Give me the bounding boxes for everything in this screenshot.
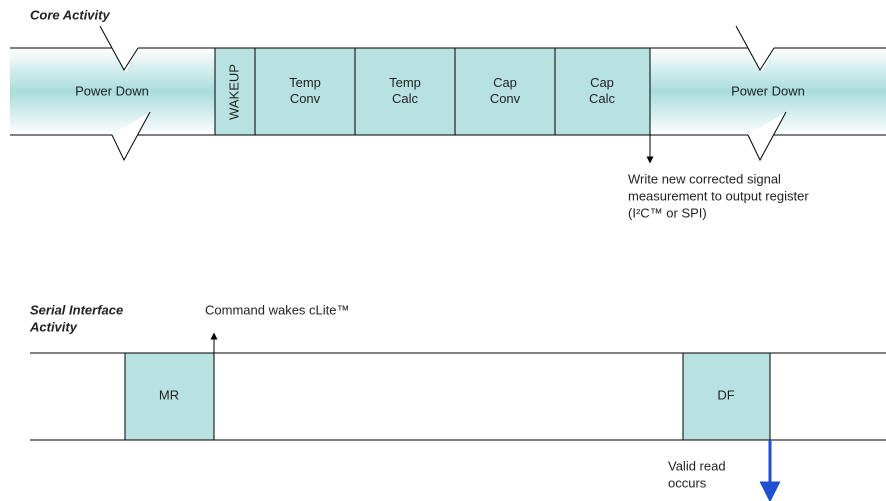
power-down-band bbox=[650, 48, 886, 135]
core-block-label: Power Down bbox=[731, 83, 805, 98]
core-block-label: Power Down bbox=[75, 83, 149, 98]
break-mark bbox=[99, 25, 787, 162]
write-note: (I²C™ or SPI) bbox=[628, 205, 707, 220]
command-note: Command wakes cLite™ bbox=[205, 302, 350, 317]
core-blocks bbox=[214, 47, 651, 136]
serial-title: Activity bbox=[29, 319, 78, 334]
block-label: DF bbox=[717, 387, 734, 402]
mr-block bbox=[124, 352, 215, 441]
core-title: Core Activity bbox=[30, 7, 110, 22]
core-block-label: Temp Calc bbox=[389, 75, 421, 106]
core-block-label: WAKEUP bbox=[226, 64, 241, 120]
block-label: MR bbox=[159, 387, 179, 402]
core-block-label: Cap Calc bbox=[589, 75, 616, 106]
core-block-label: Cap Conv bbox=[490, 75, 521, 106]
read-note: occurs bbox=[668, 475, 707, 490]
power-down-band bbox=[10, 48, 215, 135]
write-note: Write new corrected signal bbox=[628, 171, 781, 186]
df-block bbox=[682, 352, 771, 441]
read-note: Valid read bbox=[668, 458, 726, 473]
core-block-label: Temp Conv bbox=[289, 75, 321, 106]
band-edges bbox=[10, 47, 886, 136]
serial-title: Serial Interface bbox=[30, 302, 123, 317]
write-note: measurement to output register bbox=[628, 188, 809, 203]
